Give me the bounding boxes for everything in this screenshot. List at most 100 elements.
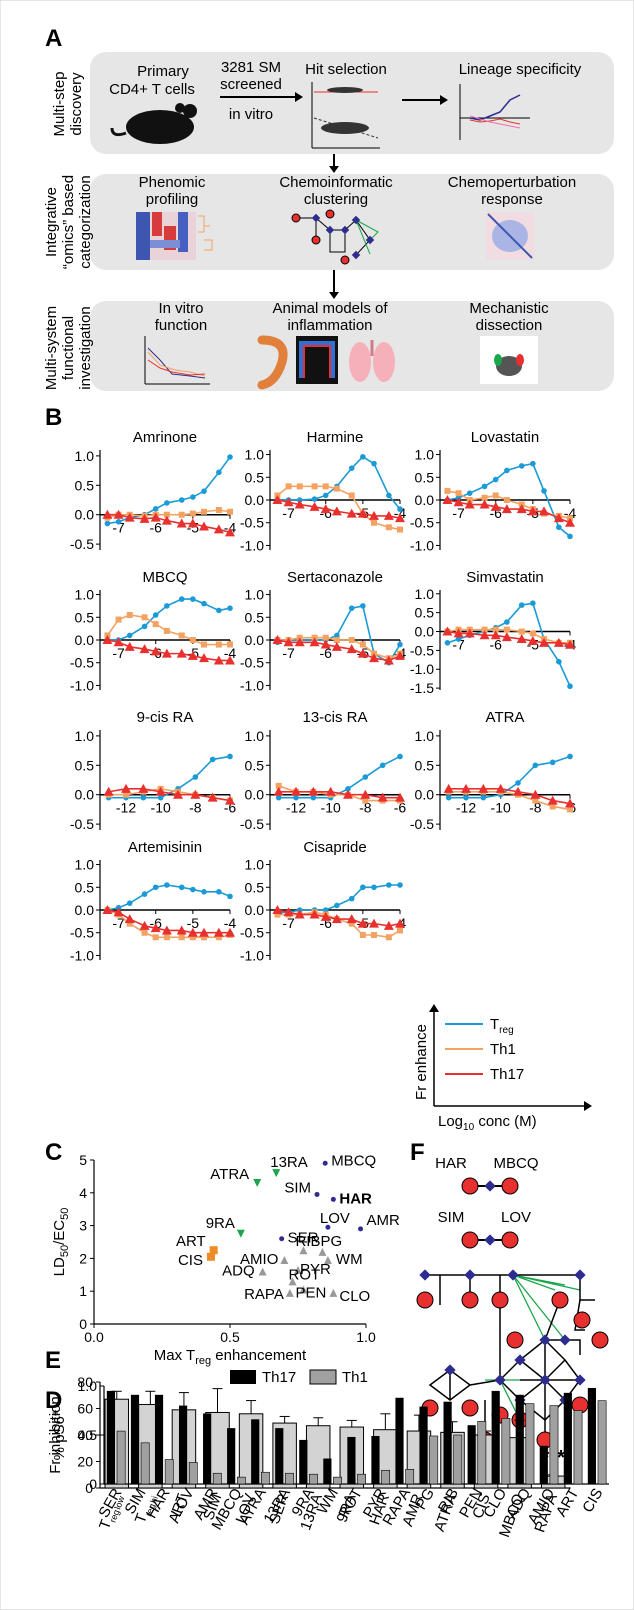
y-tick-label: 0.0 [415,492,435,508]
y-tick-label: 0.5 [245,609,265,625]
th1-point [322,634,329,641]
treg-point [152,612,159,618]
mechanistic-label: Mechanistic [469,300,549,317]
th17-point [102,635,113,644]
bar-th1-rot [357,1473,366,1485]
treg-point [164,603,170,609]
point-wm [323,1256,332,1265]
label-pyr: PYR [300,1261,331,1278]
th1-point [274,911,281,918]
subplot-title: Simvastatin [466,569,544,586]
treg-point [348,605,355,611]
y-tick-label: 0.0 [245,787,265,803]
th1-point [492,626,499,633]
point-amio [280,1256,289,1265]
treg-point [397,753,403,760]
th1-point [311,483,318,490]
y-axis-label: % pS6+ [50,1410,68,1461]
th17-point [283,497,294,507]
subplot-title: 9-cis RA [137,709,194,726]
label-amr: AMR [367,1212,401,1229]
th17-point [369,510,379,520]
th17-point [173,789,183,799]
y-tick-label: 0.0 [415,787,435,803]
y-tick-label: 1.0 [245,587,265,603]
y-axis-label: Fr inhibition [47,1396,64,1474]
th1-point [492,492,499,499]
legend-th1-label: Th1 [490,1041,516,1058]
svg-text:Multi-step: Multi-step [51,71,68,136]
treg-point [518,602,525,608]
treg-point [216,607,222,614]
y-tick-label: 0.0 [415,624,435,640]
in-vitro-function-label1: In vitro [158,300,203,317]
th17-point [103,786,114,796]
th17-point [150,923,161,933]
th1-point [115,616,122,623]
th1-point [215,507,222,513]
th17-point [442,626,453,636]
th1-point [227,641,233,648]
th17-point [461,783,471,793]
y-tick-label: -0.5 [240,655,264,671]
bar-th17-pen [467,1425,476,1484]
x-tick-label: -6 [489,637,502,653]
th1-point [359,641,366,648]
th1-point [518,628,525,635]
treg-point [192,774,199,780]
y-tick-label: 1.0 [415,586,435,602]
treg-point [530,460,536,467]
treg-point [567,753,573,760]
treg-point [549,759,556,766]
th1-point [455,490,462,497]
treg-point [567,683,573,690]
bar-th1-amio [549,1405,559,1485]
svg-text:discovery: discovery [68,72,85,136]
treg-point [157,794,164,801]
legend-th1-label: Th1 [342,1369,368,1386]
panel-a: A Multi-step discovery Integrative “omic… [43,25,614,391]
bar-th17-9ra [299,1439,308,1484]
screened-count-label: 3281 SM [221,59,281,76]
treg-point [227,454,233,460]
treg-point [227,605,233,611]
th17-point [516,634,527,644]
y-tick-label: -0.5 [410,515,434,531]
th17-point [453,628,464,638]
treg-point [379,762,386,769]
th17-point [383,510,394,520]
th17-point [139,920,150,930]
y-tick-label: 0.5 [78,1427,98,1443]
bar-th17-pyr [371,1435,380,1484]
bar-th17-wm [323,1458,332,1484]
treg-point [492,476,499,483]
th17-point [124,914,135,924]
point-9ra [236,1229,245,1238]
y-tick-label: 1.0 [245,728,265,744]
th1-point [481,494,488,501]
y-tick-label: 0 [85,1480,93,1496]
th17-point [320,504,331,514]
label-9ra: 9RA [206,1215,235,1232]
row1-background [90,52,614,154]
legend-th17-label: Th17 [490,1066,524,1083]
treg-point [115,518,122,525]
x-tick-label: -7 [112,915,125,931]
th1-point [503,626,510,633]
y-tick-label: 1 [79,1283,87,1299]
treg-point [334,902,340,909]
th17-point [283,907,294,917]
y-tick-label: 0.0 [75,902,95,918]
treg-point [201,600,207,607]
y-tick-label: 0.5 [415,757,435,773]
y-tick-label: -1.0 [240,537,264,553]
label-art: ART [176,1233,206,1250]
x-tick-label: -8 [359,800,372,816]
panel-e: E [45,1347,61,1374]
point-art [209,1246,218,1255]
th1-point [348,637,355,643]
th17-point [308,786,319,796]
point-rib [299,1246,308,1255]
